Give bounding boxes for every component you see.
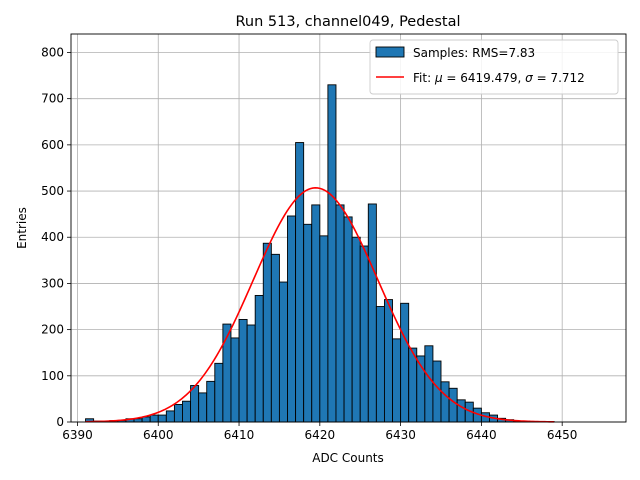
histogram-bar: [214, 362, 224, 423]
histogram-bar: [182, 400, 192, 423]
y-tick-label: 700: [41, 92, 64, 106]
y-tick-label: 300: [41, 276, 64, 290]
histogram-bar: [319, 235, 329, 423]
histogram-bar: [448, 387, 458, 423]
histogram-bar: [278, 281, 288, 423]
histogram-bar: [327, 84, 337, 423]
histogram-bar: [359, 245, 369, 423]
legend-fit-label: Fit: μ = 6419.479, σ = 7.712: [413, 71, 585, 85]
chart-title: Run 513, channel049, Pedestal: [235, 14, 460, 30]
x-tick-label: 6450: [547, 428, 578, 442]
legend: Samples: RMS=7.83 Fit: μ = 6419.479, σ =…: [369, 39, 619, 95]
histogram-bar: [400, 302, 410, 423]
plot-frame: [70, 33, 627, 423]
histogram-bar: [206, 380, 216, 423]
x-tick-label: 6390: [62, 428, 93, 442]
y-axis-ticks: 0 100 200 300 400 500 600 700 800: [41, 45, 71, 429]
x-tick-label: 6440: [466, 428, 497, 442]
legend-hist-label: Samples: RMS=7.83: [413, 46, 535, 60]
histogram-bar: [157, 414, 167, 423]
histogram-bar: [190, 385, 200, 423]
histogram-bar: [246, 324, 256, 423]
histogram-bar: [287, 215, 297, 423]
histogram-bar: [335, 204, 345, 423]
x-tick-label: 6400: [143, 428, 174, 442]
histogram-bar: [456, 399, 466, 423]
histogram-bar: [295, 142, 305, 423]
legend-fit-mu: μ: [434, 71, 443, 85]
y-tick-label: 600: [41, 138, 64, 152]
histogram-bar: [432, 360, 442, 423]
fit-curve: [85, 187, 555, 423]
histogram-bar: [303, 223, 313, 423]
histogram-bar: [222, 323, 232, 423]
histogram-bar: [230, 337, 240, 423]
histogram-bar: [198, 392, 208, 423]
x-axis-ticks: 6390 6400 6410 6420 6430 6440 6450: [62, 422, 577, 442]
x-tick-label: 6420: [305, 428, 336, 442]
histogram-bar: [149, 414, 159, 423]
legend-box: [369, 39, 619, 95]
histogram-bar: [392, 338, 402, 423]
legend-fit-sigma: σ: [525, 71, 533, 85]
histogram-bar: [440, 381, 450, 423]
histogram-bar: [254, 294, 264, 423]
histogram-bar: [375, 306, 385, 423]
histogram-bar: [367, 203, 377, 423]
legend-fit-mu-value: = 6419.479,: [443, 71, 526, 85]
legend-hist-swatch: [375, 46, 405, 58]
y-axis-label: Entries: [15, 207, 29, 249]
x-tick-label: 6430: [385, 428, 416, 442]
histogram-bar: [238, 319, 248, 423]
x-axis-label: ADC Counts: [312, 451, 384, 465]
histogram-bars: [85, 84, 555, 423]
y-tick-label: 500: [41, 184, 64, 198]
histogram-bar: [311, 204, 321, 423]
histogram-bar: [424, 345, 434, 423]
legend-fit-sigma-value: = 7.712: [533, 71, 585, 85]
x-tick-label: 6410: [224, 428, 255, 442]
histogram-bar: [408, 347, 418, 423]
histogram-bar: [343, 216, 353, 423]
histogram-bar: [351, 236, 361, 423]
y-tick-label: 200: [41, 323, 64, 337]
y-tick-label: 100: [41, 369, 64, 383]
legend-fit-prefix: Fit:: [413, 71, 435, 85]
y-tick-label: 400: [41, 230, 64, 244]
y-tick-label: 800: [41, 45, 64, 59]
histogram-bar: [383, 299, 393, 423]
histogram-bar: [165, 410, 175, 423]
y-tick-label: 0: [56, 415, 64, 429]
histogram-bar: [270, 253, 280, 423]
histogram-bar: [173, 403, 183, 423]
histogram-bar: [262, 242, 272, 423]
